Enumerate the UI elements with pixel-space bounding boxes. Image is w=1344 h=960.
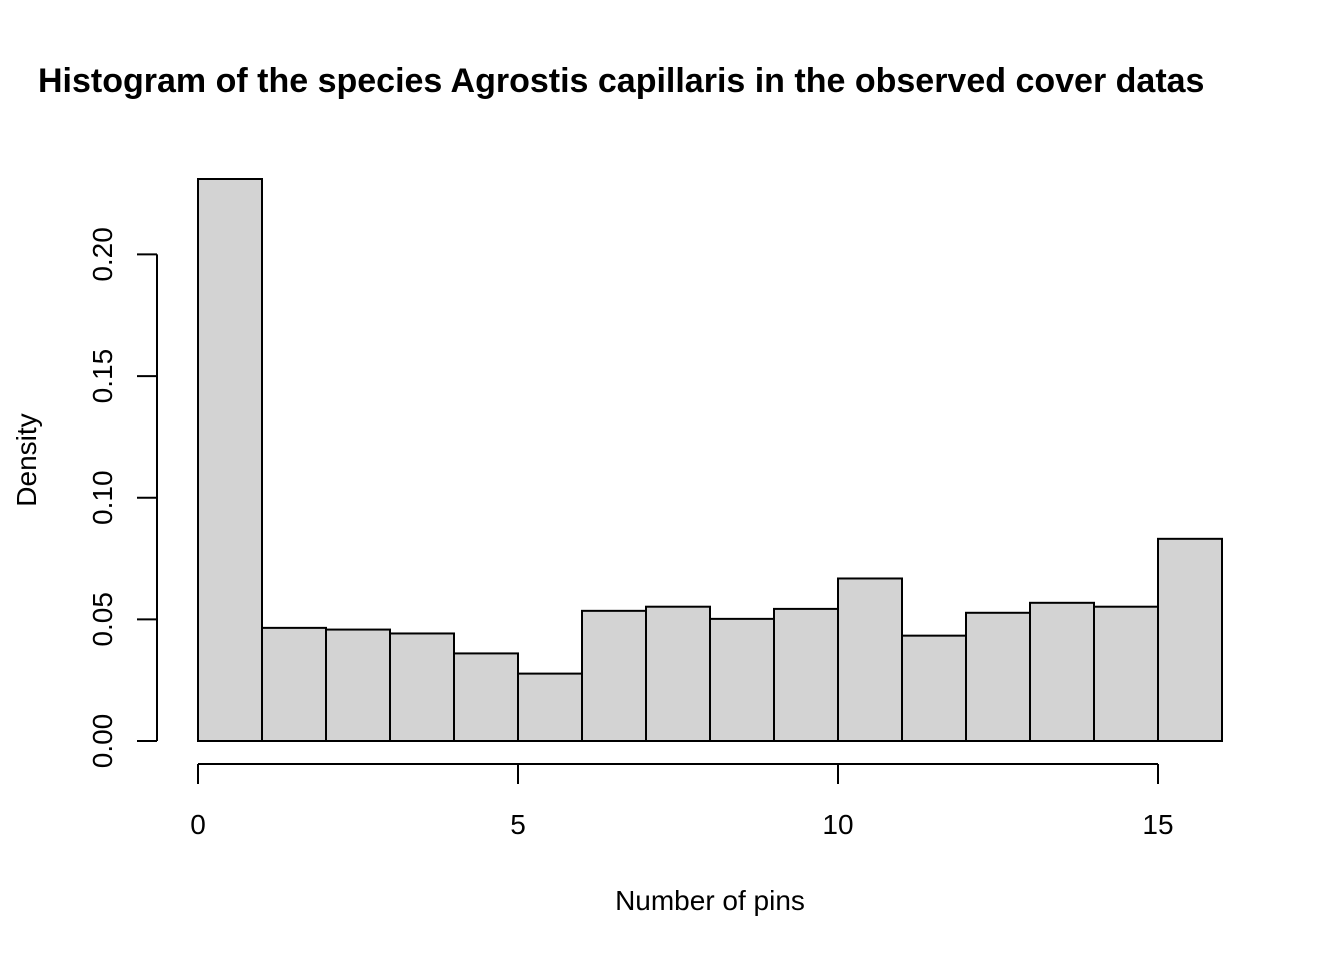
- histogram-bar-6: [581, 609, 647, 743]
- y-tick-label-3: 0.15: [87, 349, 118, 404]
- chart-title: Histogram of the species Agrostis capill…: [38, 62, 1204, 100]
- histogram-bar-5: [517, 672, 583, 742]
- histogram-bar-3: [389, 632, 455, 743]
- histogram-bar-7: [645, 605, 711, 743]
- x-tick-label-1: 5: [510, 809, 526, 840]
- histogram-bar-12: [965, 611, 1031, 742]
- x-tick-label-3: 15: [1142, 809, 1173, 840]
- histogram-bar-9: [773, 607, 839, 742]
- histogram-bar-14: [1093, 605, 1159, 743]
- histogram-bar-8: [709, 617, 775, 743]
- y-tick-label-0: 0.00: [87, 714, 118, 769]
- histogram-bar-10: [837, 577, 903, 742]
- x-tick-label-0: 0: [190, 809, 206, 840]
- y-tick-label-4: 0.20: [87, 227, 118, 282]
- histogram-bar-0: [197, 178, 263, 742]
- histogram-bar-15: [1157, 537, 1223, 743]
- histogram-bar-11: [901, 634, 967, 742]
- histogram-bar-13: [1029, 601, 1095, 743]
- histogram-bar-4: [453, 652, 519, 743]
- y-axis: 0.00 0.05 0.10 0.15 0.20: [87, 227, 158, 769]
- y-tick-label-2: 0.10: [87, 470, 118, 525]
- histogram-bar-1: [261, 626, 327, 742]
- x-axis: 0 5 10 15: [190, 763, 1174, 840]
- histogram-bars: [197, 178, 1223, 743]
- y-tick-label-1: 0.05: [87, 592, 118, 647]
- x-tick-label-2: 10: [822, 809, 853, 840]
- y-axis-label: Density: [11, 413, 42, 506]
- histogram-bar-2: [325, 628, 391, 743]
- x-axis-label: Number of pins: [615, 885, 805, 916]
